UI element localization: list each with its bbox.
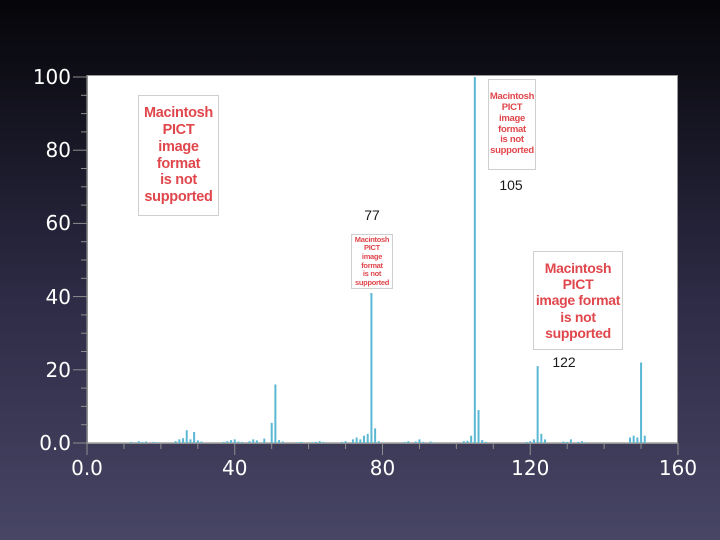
pict-placeholder-4: Macintosh PICT image format is not suppo… (533, 251, 623, 350)
x-tick-label: 120 (511, 456, 550, 480)
pict-placeholder-1: Macintosh PICT image format is not suppo… (138, 95, 219, 216)
x-tick-label: 160 (658, 456, 698, 480)
pict-placeholder-3: Macintosh PICT image format is not suppo… (351, 234, 393, 289)
y-tick-label: 100 (32, 65, 71, 89)
y-tick-label: 0.0 (39, 431, 71, 455)
peak-label-122: 122 (552, 354, 576, 370)
peak-label-105: 105 (499, 177, 523, 193)
x-tick-label: 80 (369, 456, 396, 480)
peak-label-77: 77 (364, 207, 380, 223)
x-tick-label: 0.0 (71, 456, 103, 480)
y-tick-label: 60 (45, 211, 71, 236)
y-tick-label: 40 (45, 284, 71, 309)
y-tick-label: 80 (45, 138, 71, 163)
pict-placeholder-2: Macintosh PICT image format is not suppo… (488, 79, 536, 170)
y-tick-label: 20 (45, 357, 71, 382)
x-tick-label: 40 (222, 456, 248, 480)
